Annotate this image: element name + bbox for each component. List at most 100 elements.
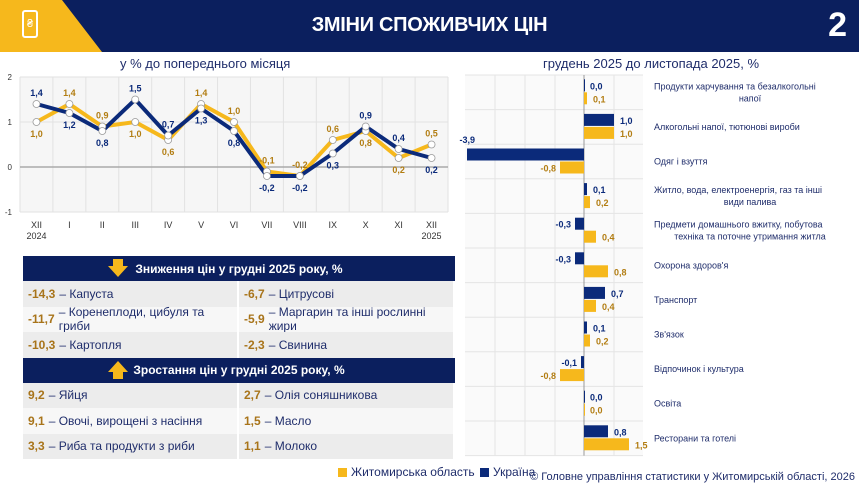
x-tick-label: XII (426, 220, 437, 230)
data-point (98, 127, 107, 135)
table-cell: -10,3– Картопля (23, 332, 239, 358)
cell-item: – Свинина (268, 337, 328, 352)
bar-label: 0,4 (602, 302, 615, 312)
bar-label: 0,1 (593, 185, 606, 195)
bar-region (584, 299, 596, 312)
data-label: -0,2 (259, 183, 275, 193)
x-tick-label: X (363, 220, 369, 230)
page-number: 2 (828, 6, 847, 44)
bar-label: 0,2 (596, 198, 609, 208)
cell-value: 9,2 (28, 388, 45, 403)
bar-region (584, 265, 608, 278)
bar-ukraine (584, 321, 587, 334)
data-label: 1,3 (195, 116, 208, 126)
cell-value: 1,1 (244, 439, 261, 454)
bar-ukraine (575, 217, 584, 230)
cell-item: – Масло (264, 413, 312, 428)
cell-value: 2,7 (244, 388, 261, 403)
data-label: 0,8 (359, 138, 372, 148)
bar-label: -0,8 (540, 371, 556, 381)
bar-region (584, 230, 596, 243)
table-cell: -6,7– Цитрусові (239, 281, 455, 307)
bar-label: -0,1 (561, 358, 577, 368)
bar-region (560, 369, 584, 382)
line-chart-title: у % до попереднього місяця (120, 56, 291, 71)
header-bar: ₴ ЗМІНИ СПОЖИВЧИХ ЦІН 2 (0, 0, 859, 52)
bar-ukraine (584, 286, 605, 299)
y-tick-label: 2 (8, 73, 13, 82)
category-label: Зв'язок (654, 330, 684, 340)
cell-value: 3,3 (28, 439, 45, 454)
bar-label: 0,1 (593, 94, 606, 104)
bar-region (584, 196, 590, 209)
data-label: 0,6 (327, 124, 340, 134)
bar-label: -0,3 (555, 220, 571, 230)
price-changes-table: Зниження цін у грудні 2025 року, % -14,3… (23, 256, 455, 459)
x-tick-label: II (100, 220, 105, 230)
data-point (427, 140, 436, 149)
increase-header: Зростання цін у грудні 2025 року, % (23, 357, 455, 383)
data-point (230, 118, 238, 126)
x-tick-label: IX (329, 220, 338, 230)
legend-swatch-region (338, 467, 347, 477)
bar-region (584, 92, 587, 105)
data-label: 1,0 (30, 129, 43, 139)
bar-region (584, 126, 614, 139)
category-label: Предмети домашнього вжитку, побутова (654, 220, 823, 230)
x-tick-label: V (198, 220, 204, 230)
cell-item: – Картопля (59, 337, 122, 352)
category-label: напої (739, 93, 762, 103)
data-label: 0,2 (425, 165, 438, 175)
y-tick-label: -1 (5, 208, 13, 217)
legend-swatch-ukraine (480, 467, 489, 477)
legend-region: Житомирська область (338, 465, 475, 479)
cell-item: – Риба та продукти з риби (48, 439, 195, 454)
table-row: 9,1– Овочі, вирощені з насіння 1,5– Масло (23, 408, 455, 434)
data-point (361, 122, 370, 131)
bar-label: 0,1 (593, 324, 606, 334)
hryvnia-price-tag-icon: ₴ (22, 10, 38, 38)
data-label: 1,4 (63, 88, 76, 98)
cell-item: – Капуста (59, 286, 114, 301)
table-row: 9,2– Яйця 2,7– Олія соняшникова (23, 382, 455, 408)
cell-value: 1,5 (244, 413, 261, 428)
bar-label: -0,8 (540, 164, 556, 174)
data-point (328, 136, 337, 144)
data-point (65, 100, 74, 108)
data-point (131, 118, 140, 126)
page-title: ЗМІНИ СПОЖИВЧИХ ЦІН (311, 14, 548, 36)
data-label: 0,2 (392, 165, 405, 175)
cell-item: – Олія соняшникова (264, 388, 378, 403)
bar-ukraine (584, 183, 587, 196)
category-label: Продукти харчування та безалкогольні (654, 81, 816, 91)
data-label: 0,6 (162, 147, 175, 157)
bar-ukraine (584, 79, 585, 92)
data-point (427, 154, 436, 162)
category-label: Транспорт (654, 295, 697, 305)
category-label: Житло, вода, електроенергія, газ та інші (654, 185, 822, 195)
plot-area (20, 77, 448, 212)
data-label: 1,5 (129, 84, 142, 94)
data-label: 0,8 (96, 138, 109, 148)
bar-label: 0,0 (590, 406, 603, 416)
x-tick-label: VII (261, 220, 272, 230)
bar-label: 0,0 (590, 81, 603, 91)
data-point (230, 127, 238, 135)
data-label: 0,3 (327, 161, 340, 171)
data-label: 0,4 (392, 133, 405, 143)
arrow-up-icon (108, 360, 128, 379)
category-label: Одяг і взуття (654, 157, 708, 167)
table-row: 3,3– Риба та продукти з риби 1,1– Молоко (23, 433, 455, 459)
category-label: Освіта (654, 399, 681, 409)
data-label: 1,0 (228, 106, 241, 116)
table-row: -11,7 – Коренеплоди, цибуля та гриби -5,9… (23, 305, 455, 334)
table-row: -14,3– Капуста -6,7– Цитрусові (23, 281, 455, 307)
y-tick-label: 0 (8, 163, 13, 172)
bar-ukraine (467, 148, 584, 161)
cell-item: – Маргарин та інші рослинні жири (268, 305, 426, 334)
bar-label: 0,4 (602, 233, 615, 243)
table-cell: -14,3– Капуста (23, 281, 239, 307)
x-tick-label: 2024 (26, 231, 46, 241)
category-label: Охорона здоров'я (654, 260, 728, 270)
